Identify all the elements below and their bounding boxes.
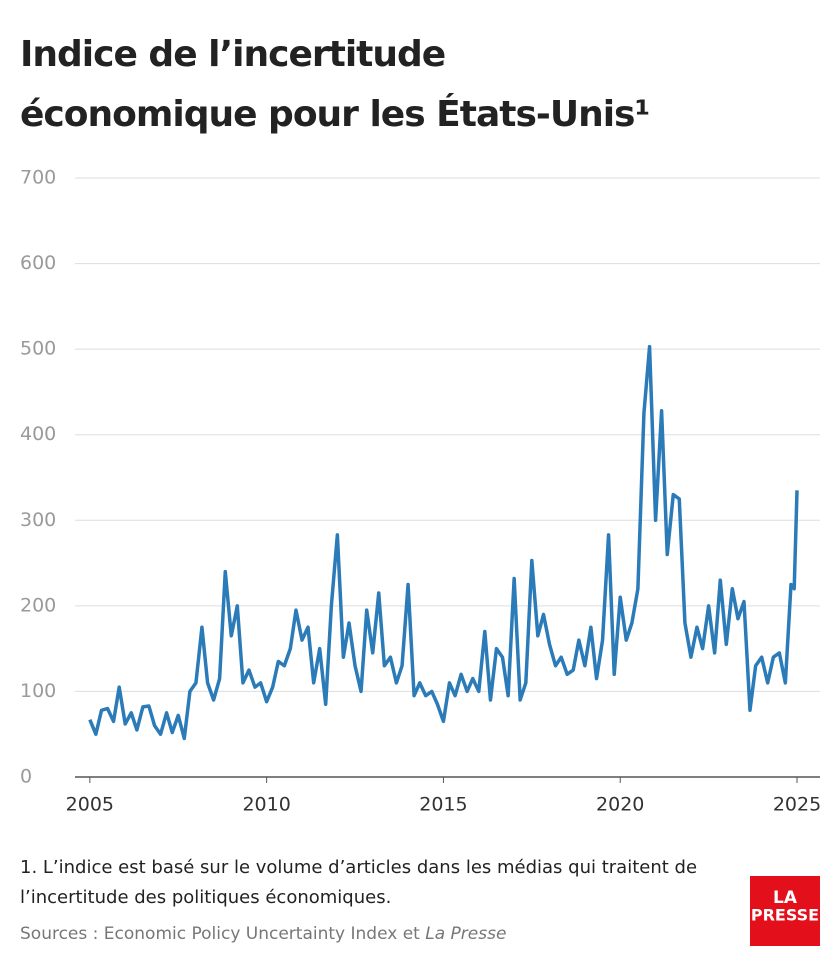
data-line [88,344,799,741]
y-tick-label: 200 [20,594,56,616]
x-tick-label: 2020 [596,794,644,816]
y-tick-label: 500 [20,338,56,360]
y-tick-label: 600 [20,252,56,274]
y-tick-label: 100 [20,680,56,702]
source: Sources : Economic Policy Uncertainty In… [20,924,506,944]
y-tick-label: 400 [20,423,56,445]
logo-text: PRESSE [751,906,819,925]
y-tick-label: 700 [20,167,56,189]
x-tick-label: 2025 [773,794,821,816]
source-text: Sources : Economic Policy Uncertainty In… [20,924,420,944]
source-italic: La Presse [425,924,506,944]
y-tick-label: 0 [20,766,32,788]
x-tick-label: 2015 [419,794,467,816]
chart-title: économique pour les États-Unis¹ [20,93,649,135]
logo [750,876,820,946]
chart-title: Indice de l’incertitude [20,34,445,75]
footnote: 1. L’indice est basé sur le volume d’art… [20,857,697,878]
x-tick-label: 2010 [242,794,290,816]
x-tick-label: 2005 [66,794,114,816]
footnote: l’incertitude des politiques économiques… [20,887,391,908]
logo-text: LA [773,888,798,908]
y-tick-label: 300 [20,509,56,531]
